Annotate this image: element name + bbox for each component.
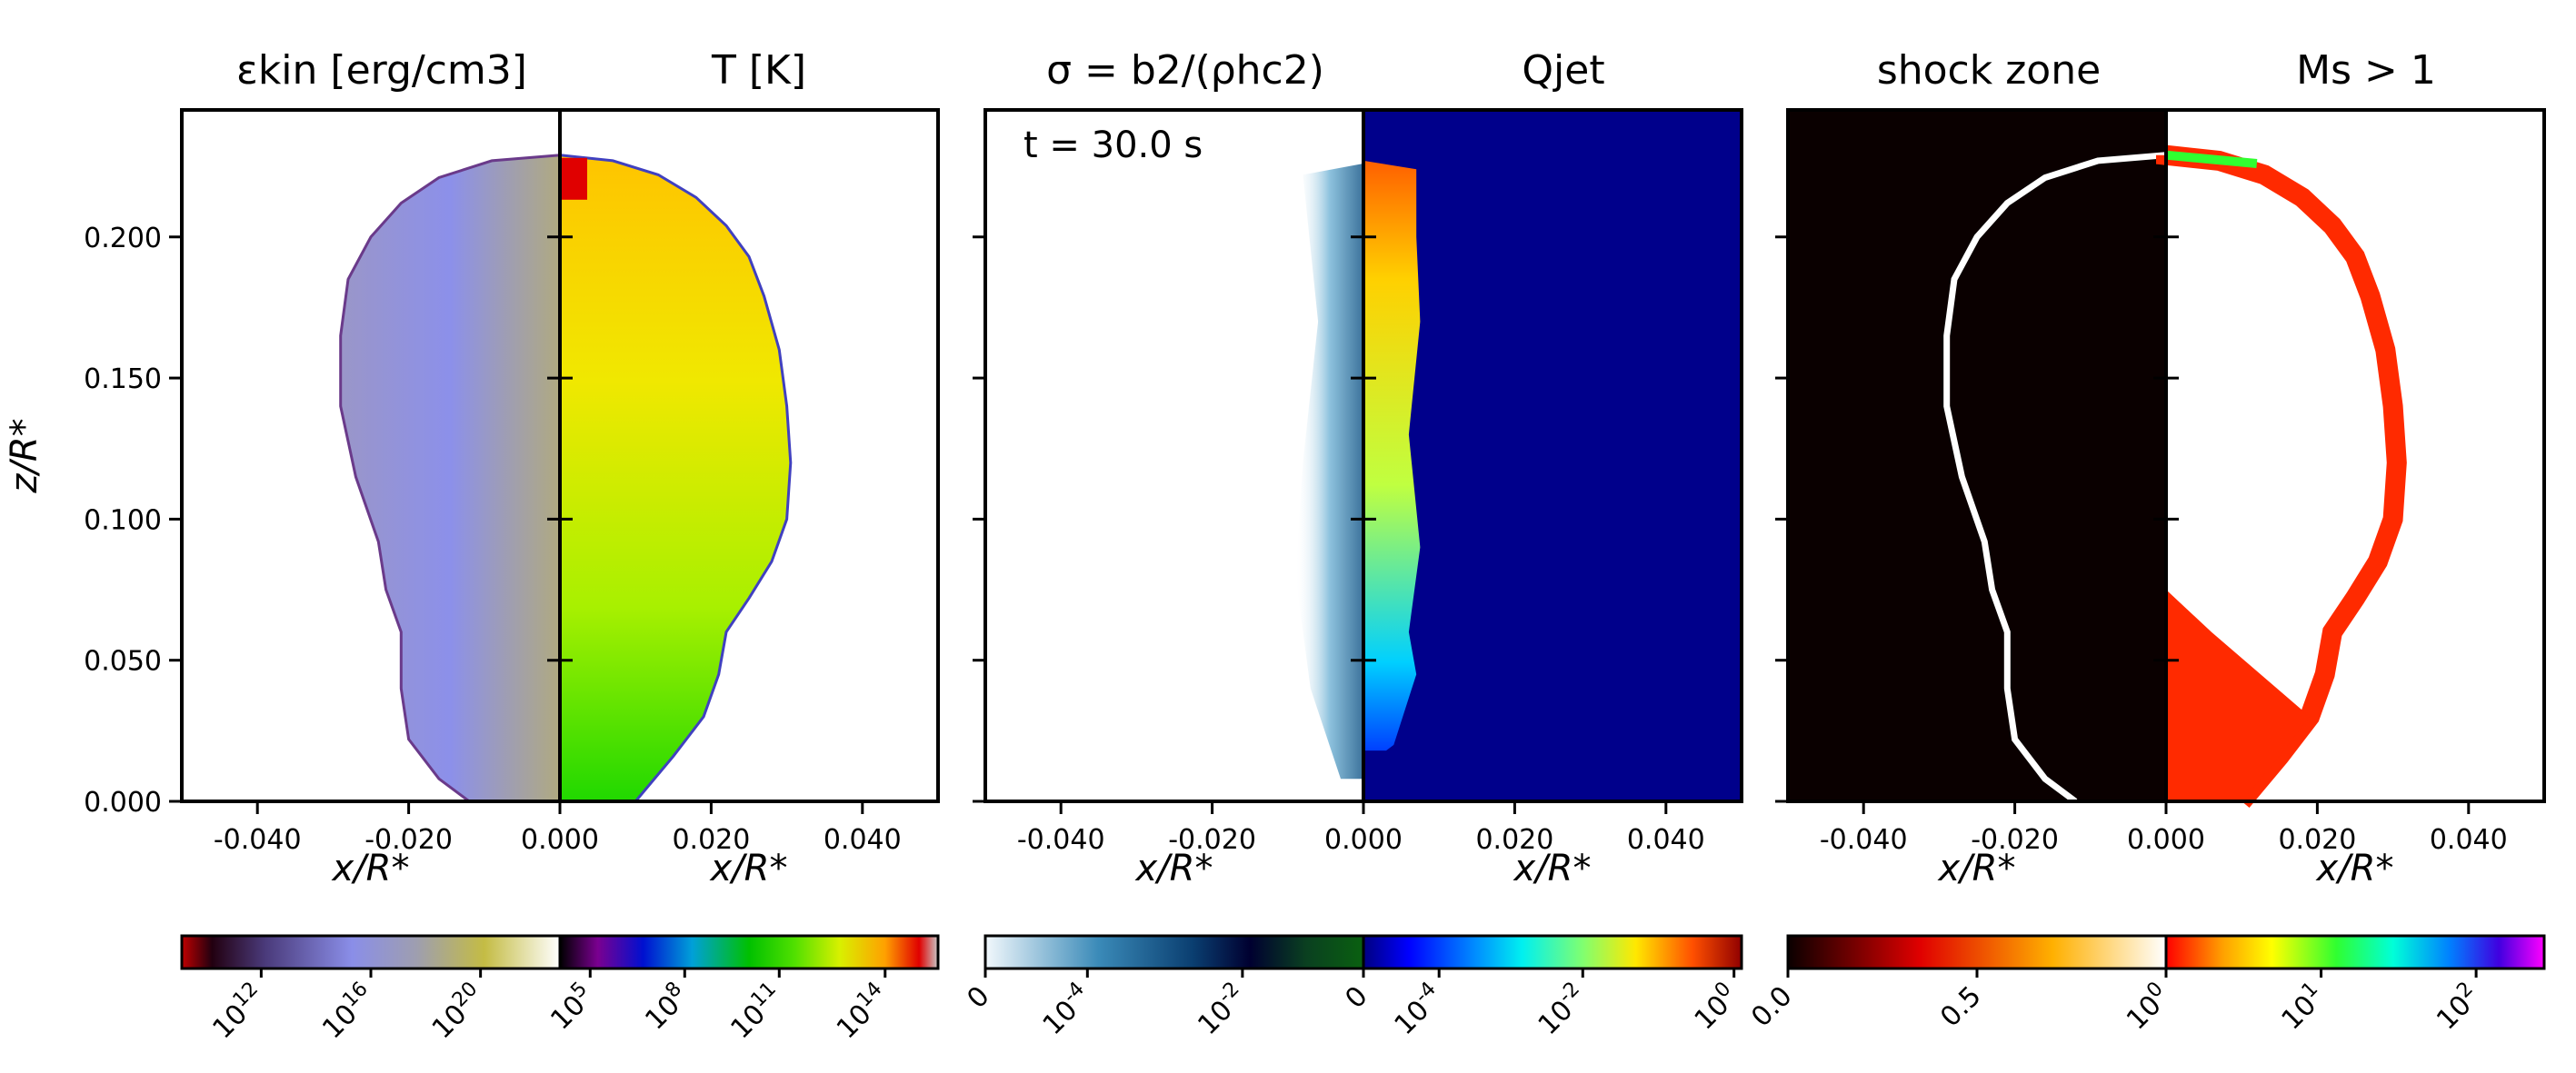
x-axis-label-left: x/R*: [1134, 848, 1213, 889]
x-axis-label-left: x/R*: [331, 848, 410, 889]
panel-left: -0.040 -0.020 0.000 0.020 0.040 x/R* x/R* 0.000…: [4, 108, 940, 889]
colorbar-tick-label: 100: [2118, 978, 2177, 1037]
colorbar-right-gradient: [2166, 936, 2544, 969]
y-axis-label: z/R*: [4, 418, 45, 493]
colorbar-frame: [180, 934, 940, 970]
y-tick-label: 0.050: [84, 646, 162, 678]
kinetic-energy-cocoon: [339, 154, 562, 803]
x-tick-label: 0.040: [824, 824, 902, 856]
jet-material: [1363, 160, 1421, 751]
x-tick-label: 0.000: [2127, 824, 2205, 856]
colorbar-tick-label: 1020: [424, 978, 492, 1046]
x-tick-label: -0.020: [1168, 824, 1256, 856]
shock-front-line: [1943, 152, 2167, 804]
x-tick-label: -0.020: [1971, 824, 2059, 856]
x-tick-label: 0.020: [672, 824, 750, 856]
high-mach-cap: [2165, 150, 2258, 168]
colorbar-tick-label: 100: [1686, 978, 1745, 1037]
panel-right-title: Ms > 1: [2296, 47, 2436, 94]
supersonic-base-region: [2166, 590, 2311, 801]
colorbar-right-gradient: [1363, 936, 1742, 969]
x-tick-label: -0.040: [1820, 824, 1908, 856]
colorbar-tick-label: 101: [2272, 978, 2331, 1037]
colorbar-left-gradient: [182, 936, 560, 969]
y-tick-label: 0.100: [84, 504, 162, 536]
supersonic-shell: [2156, 144, 2407, 809]
colorbar-tick-label: 105: [542, 978, 601, 1037]
x-tick-label: -0.040: [1017, 824, 1105, 856]
panel-right: -0.040 -0.020 0.000 0.020 0.040 x/R* x/R*: [1775, 108, 2546, 889]
panel-left-title: σ = b2/(ρhc2): [1046, 47, 1324, 94]
colorbar-tick-label: 102: [2428, 978, 2487, 1037]
colorbar-tick-label: 108: [636, 978, 695, 1037]
colorbar-left: 1012 1016 1020 105 108 1011 1014: [180, 934, 940, 1046]
colorbar-right-gradient: [560, 936, 938, 969]
panel-middle: t = 30.0 s -0.040 -0.020 0.000 0.020 0.040 x/R…: [973, 108, 1743, 889]
x-axis-label-right: x/R*: [709, 848, 788, 889]
x-tick-label: 0.040: [1627, 824, 1705, 856]
colorbar-tick-label: 10-2: [1189, 978, 1253, 1041]
x-tick-label: -0.020: [364, 824, 453, 856]
x-tick-label: -0.040: [214, 824, 302, 856]
y-tick-label: 0.150: [84, 363, 162, 395]
panel-left-title: εkin [erg/cm3]: [236, 47, 527, 94]
time-annotation: t = 30.0 s: [1023, 124, 1203, 166]
colorbar-tick-label: 1012: [204, 978, 272, 1046]
colorbar-tick-label: 10-4: [1385, 978, 1449, 1041]
y-tick-label: 0.000: [84, 787, 162, 819]
colorbar-tick-label: 1014: [828, 978, 896, 1046]
panel-left-title: shock zone: [1877, 47, 2101, 94]
colorbar-tick-label: 0: [1339, 980, 1373, 1015]
jet-tracer-background: [1363, 110, 1742, 801]
magnetization-plume: [1295, 164, 1363, 780]
shock-zone-background: [1788, 110, 2166, 801]
colorbar-tick-label: 10-4: [1034, 978, 1098, 1041]
colorbar-tick-label: 10-2: [1529, 978, 1593, 1041]
colorbar-tick-label: 0.5: [1934, 980, 1987, 1033]
x-axis-label-right: x/R*: [2315, 848, 2394, 889]
colorbar-right: 0.0 0.5 100 101 102: [1745, 934, 2546, 1037]
x-tick-label: 0.040: [2430, 824, 2508, 856]
colorbar-tick-label: 1016: [314, 978, 382, 1046]
colorbar-middle: 0 10-4 10-2 0 10-4 10-2 100: [961, 934, 1745, 1041]
colorbar-left-gradient: [1788, 936, 2166, 969]
x-axis-label-left: x/R*: [1937, 848, 2016, 889]
panel-right-title: T [K]: [711, 47, 806, 94]
x-tick-label: 0.020: [2278, 824, 2356, 856]
x-tick-label: 0.020: [1475, 824, 1553, 856]
colorbar-left-gradient: [985, 936, 1363, 969]
colorbar-tick-label: 0: [961, 980, 995, 1015]
x-tick-label: 0.000: [521, 824, 599, 856]
panel-right-title: Qjet: [1522, 47, 1604, 94]
colorbar-tick-label: 0.0: [1745, 980, 1798, 1033]
temperature-cocoon: [558, 154, 793, 803]
y-tick-label: 0.200: [84, 223, 162, 254]
hot-jet-head: [562, 157, 587, 200]
x-tick-label: 0.000: [1324, 824, 1403, 856]
colorbar-tick-label: 1011: [722, 978, 790, 1046]
x-axis-label-right: x/R*: [1513, 848, 1592, 889]
